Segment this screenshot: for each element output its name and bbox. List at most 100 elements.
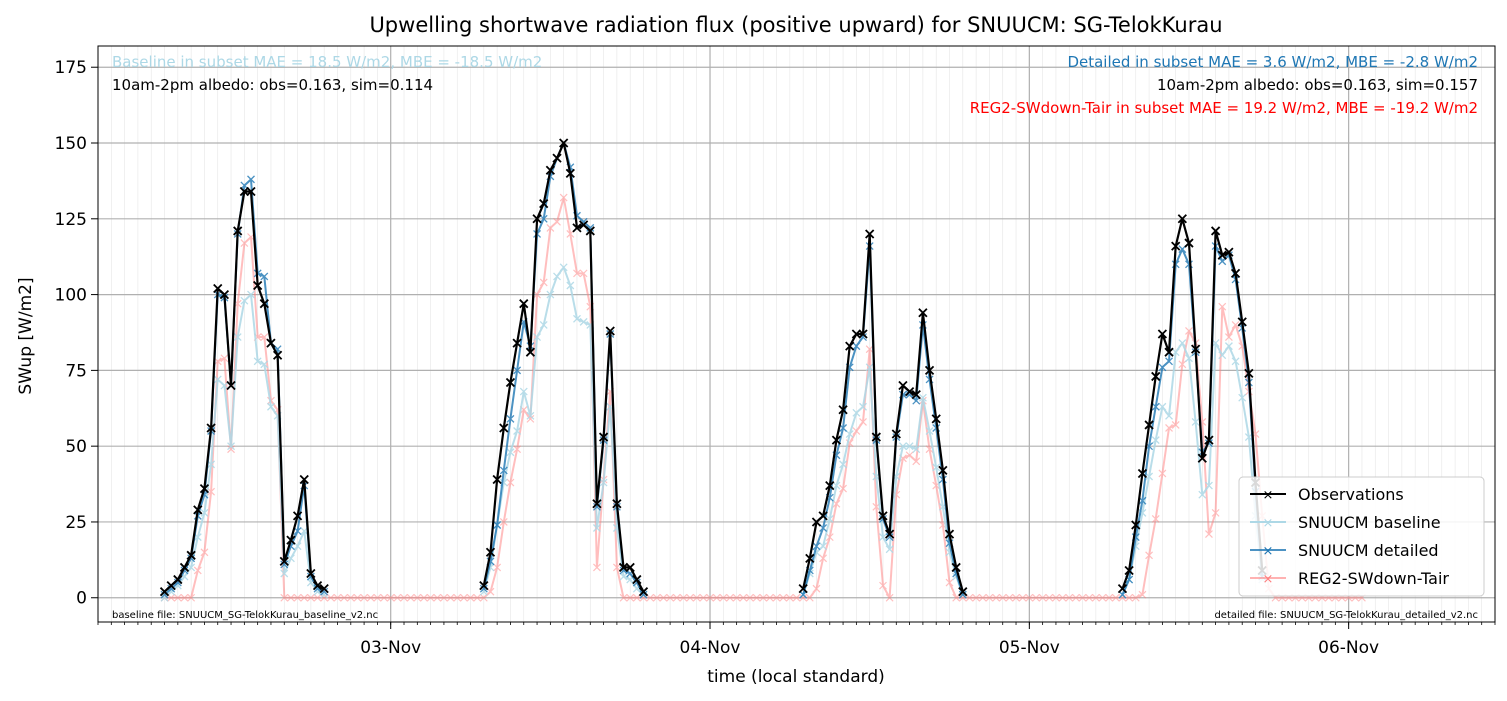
data-point xyxy=(1218,302,1227,311)
data-point xyxy=(260,360,269,369)
data-point xyxy=(533,333,542,341)
data-point xyxy=(320,587,329,596)
data-point xyxy=(267,402,275,411)
data-point xyxy=(592,499,602,509)
y-tick-label: 75 xyxy=(65,361,87,381)
data-point xyxy=(1185,327,1193,335)
data-point xyxy=(279,556,289,567)
data-point xyxy=(879,533,887,542)
data-point xyxy=(819,554,828,563)
data-point xyxy=(885,593,894,602)
data-point xyxy=(493,563,502,572)
data-point xyxy=(453,593,462,602)
data-point xyxy=(912,396,921,405)
data-point xyxy=(812,542,821,551)
series-observations xyxy=(159,138,1267,597)
data-point xyxy=(292,511,303,521)
baseline-albedo-annotation: 10am-2pm albedo: obs=0.163, sim=0.114 xyxy=(112,76,433,94)
data-point xyxy=(851,329,862,339)
data-point xyxy=(266,338,276,348)
data-point xyxy=(626,593,635,602)
data-point xyxy=(1230,268,1241,279)
data-point xyxy=(932,463,941,472)
data-point xyxy=(499,518,508,526)
data-point xyxy=(1125,593,1134,602)
data-point xyxy=(247,290,255,299)
data-point xyxy=(200,548,209,557)
data-point xyxy=(772,593,781,602)
data-point xyxy=(1218,351,1227,360)
data-point xyxy=(539,278,548,287)
data-point xyxy=(227,445,235,454)
data-point xyxy=(679,593,688,602)
legend-marker: × xyxy=(1263,544,1274,559)
data-point xyxy=(506,478,515,487)
data-point xyxy=(958,590,967,599)
data-point xyxy=(592,524,601,532)
data-point xyxy=(865,229,875,239)
data-point xyxy=(446,593,455,602)
data-point xyxy=(952,593,961,602)
legend-label-baseline: SNUUCM baseline xyxy=(1298,513,1441,532)
data-point xyxy=(1210,226,1221,236)
data-point xyxy=(905,442,914,451)
y-axis: 0 25 50 75 100 125 150 175 xyxy=(55,58,98,609)
data-point xyxy=(206,423,216,433)
data-point xyxy=(565,168,575,178)
data-point xyxy=(832,481,841,490)
data-point xyxy=(259,299,269,309)
data-point xyxy=(839,460,848,469)
y-tick-label: 50 xyxy=(65,437,87,457)
data-point xyxy=(819,542,828,551)
data-point xyxy=(1065,593,1074,602)
data-point xyxy=(672,593,681,602)
data-point xyxy=(253,280,263,291)
data-point xyxy=(1071,593,1080,602)
data-point xyxy=(812,584,821,593)
reg2-stats-annotation: REG2-SWdown-Tair in subset MAE = 19.2 W/… xyxy=(970,99,1478,117)
data-point xyxy=(173,574,183,585)
legend-label-detailed: SNUUCM detailed xyxy=(1298,541,1439,560)
data-point xyxy=(506,414,515,423)
data-point xyxy=(393,593,402,602)
data-point xyxy=(1151,436,1160,445)
y-axis-label: SWup [W/m2] xyxy=(16,277,36,394)
data-point xyxy=(513,445,522,454)
legend-item-detailed: × SNUUCM detailed xyxy=(1250,541,1439,560)
data-point xyxy=(1237,317,1247,327)
data-point xyxy=(1145,551,1154,560)
plot-area-frame xyxy=(97,45,1496,623)
data-point xyxy=(439,593,448,602)
data-point xyxy=(819,524,828,532)
data-point xyxy=(726,593,734,602)
data-point xyxy=(825,533,834,542)
data-point xyxy=(533,290,541,299)
data-point xyxy=(958,587,968,597)
data-point xyxy=(1131,593,1140,602)
data-point xyxy=(253,357,262,366)
data-point xyxy=(566,281,575,290)
data-point xyxy=(1191,417,1200,426)
data-point xyxy=(765,593,774,602)
data-point xyxy=(1157,329,1168,339)
data-point xyxy=(632,574,642,585)
data-point xyxy=(539,214,548,223)
data-point xyxy=(519,387,528,396)
data-point xyxy=(260,333,269,341)
legend-item-observations: × Observations xyxy=(1250,485,1404,504)
data-point xyxy=(173,593,182,602)
data-point xyxy=(559,138,569,148)
data-point xyxy=(692,593,701,602)
data-point xyxy=(1118,590,1127,599)
data-point xyxy=(280,560,289,569)
data-point xyxy=(818,511,828,521)
data-point xyxy=(180,593,189,602)
data-point xyxy=(1204,481,1213,490)
data-point xyxy=(978,593,987,602)
data-point xyxy=(719,593,728,602)
data-point xyxy=(239,186,249,197)
data-point xyxy=(1177,214,1187,224)
data-point xyxy=(320,593,329,602)
data-point xyxy=(1117,584,1128,594)
data-point xyxy=(825,480,835,491)
